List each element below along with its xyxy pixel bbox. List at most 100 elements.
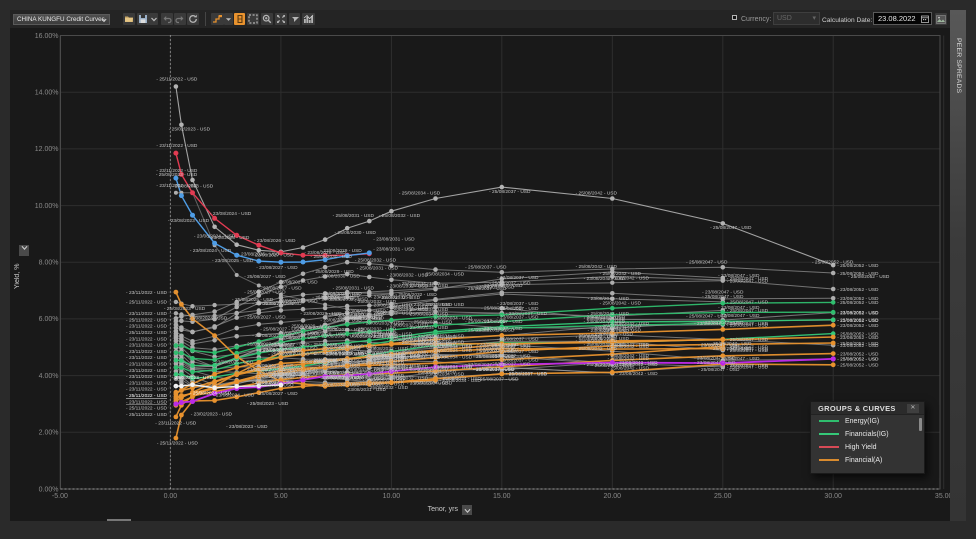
svg-text:- 23/08/2023 - USD: - 23/08/2023 - USD (172, 183, 214, 189)
svg-text:- 25/08/2027 - USD: - 25/08/2027 - USD (268, 371, 310, 377)
svg-text:- 23/08/2042 - USD: - 23/08/2042 - USD (584, 319, 626, 325)
svg-text:- 25/08/2032 - USD: - 25/08/2032 - USD (379, 213, 421, 219)
svg-text:16.00%: 16.00% (35, 33, 59, 40)
svg-text:- 25/08/2037 - USD: - 25/08/2037 - USD (489, 345, 531, 351)
svg-text:- 25/08/2034 - USD: - 25/08/2034 - USD (399, 191, 441, 197)
svg-text:- 23/11/2022 - USD: - 23/11/2022 - USD (126, 343, 168, 349)
svg-text:- 23/08/2031 - USD: - 23/08/2031 - USD (341, 315, 383, 321)
svg-text:- 23/08/2027 - USD: - 23/08/2027 - USD (256, 348, 298, 354)
svg-text:- 23/08/2034 - USD: - 23/08/2034 - USD (411, 342, 453, 348)
svg-text:- 23/08/2037 - USD: - 23/08/2037 - USD (481, 326, 523, 332)
svg-text:- 25/08/2037 - USD: - 25/08/2037 - USD (497, 306, 539, 312)
svg-text:- 25/08/2027 - USD: - 25/08/2027 - USD (268, 352, 310, 358)
svg-text:- 23/08/2052 - USD: - 23/08/2052 - USD (837, 318, 879, 324)
svg-text:- 23/08/2034 - USD: - 23/08/2034 - USD (407, 325, 449, 331)
svg-text:- 23/08/2034 - USD: - 23/08/2034 - USD (431, 343, 473, 349)
svg-text:- 25/08/2030 - USD: - 25/08/2030 - USD (311, 342, 353, 348)
svg-text:6.00%: 6.00% (39, 316, 59, 323)
svg-text:- 25/08/2047 - USD: - 25/08/2047 - USD (727, 348, 769, 354)
svg-text:- 25/08/2023 - USD: - 25/08/2023 - USD (172, 375, 214, 381)
svg-text:- 23/08/2034 - USD: - 23/08/2034 - USD (407, 354, 449, 360)
svg-text:- 25/08/2037 - USD: - 25/08/2037 - USD (473, 348, 515, 354)
svg-text:- 25/08/2042 - USD: - 25/08/2042 - USD (592, 363, 634, 369)
svg-text:- 23/08/2042 - USD: - 23/08/2042 - USD (616, 360, 658, 366)
svg-text:- 23/08/2030 - USD: - 23/08/2030 - USD (311, 360, 353, 366)
svg-text:- 25/08/2034 - USD: - 25/08/2034 - USD (399, 350, 441, 356)
svg-text:- 23/08/2034 - USD: - 23/08/2034 - USD (407, 380, 449, 386)
svg-text:15.00: 15.00 (493, 493, 511, 500)
svg-text:10.00: 10.00 (383, 493, 401, 500)
svg-text:- 25/08/2029 - USD: - 25/08/2029 - USD (296, 369, 338, 375)
svg-text:- 25/08/2047 - USD: - 25/08/2047 - USD (698, 367, 740, 373)
svg-text:- 25/08/2042 - USD: - 25/08/2042 - USD (576, 338, 618, 344)
svg-text:- 23/08/2037 - USD: - 23/08/2037 - USD (473, 367, 515, 373)
svg-text:- 25/08/2029 - USD: - 25/08/2029 - USD (320, 375, 362, 381)
svg-text:- 25/08/2047 - USD: - 25/08/2047 - USD (727, 300, 769, 306)
svg-text:- 25/08/2027 - USD: - 25/08/2027 - USD (276, 331, 318, 337)
svg-text:- 23/08/2031 - USD: - 23/08/2031 - USD (345, 387, 387, 393)
svg-text:- 25/08/2042 - USD: - 25/08/2042 - USD (584, 316, 626, 322)
svg-text:- 25/08/2032 - USD: - 25/08/2032 - USD (379, 295, 421, 301)
svg-text:- 25/08/2034 - USD: - 25/08/2034 - USD (399, 281, 441, 287)
svg-text:- 25/08/2037 - USD: - 25/08/2037 - USD (481, 305, 523, 311)
svg-text:- 23/08/2024 - USD: - 23/08/2024 - USD (190, 248, 232, 254)
svg-text:- 25/08/2037 - USD: - 25/08/2037 - USD (465, 319, 507, 325)
svg-text:- 23/08/2034 - USD: - 23/08/2034 - USD (415, 334, 457, 340)
svg-text:- 23/08/2030 - USD: - 23/08/2030 - USD (343, 375, 385, 381)
svg-text:- 25/08/2023 - USD: - 25/08/2023 - USD (164, 306, 206, 312)
svg-text:- 25/08/2037 - USD: - 25/08/2037 - USD (473, 354, 515, 360)
svg-text:- 25/08/2024 - USD: - 25/08/2024 - USD (190, 391, 232, 397)
svg-text:- 25/08/2037 - USD: - 25/08/2037 - USD (489, 189, 531, 195)
svg-text:- 25/08/2042 - USD: - 25/08/2042 - USD (576, 335, 618, 341)
svg-text:- 23/08/2034 - USD: - 23/08/2034 - USD (431, 365, 473, 371)
svg-text:- 23/08/2052 - USD: - 23/08/2052 - USD (837, 351, 879, 357)
svg-text:- 25/08/2027 - USD: - 25/08/2027 - USD (252, 301, 294, 307)
svg-text:- 23/08/2042 - USD: - 23/08/2042 - USD (588, 328, 630, 334)
svg-text:- 25/08/2032 - USD: - 25/08/2032 - USD (355, 258, 397, 264)
svg-text:- 23/08/2025 - USD: - 23/08/2025 - USD (208, 235, 250, 241)
svg-text:- 23/08/2024 - USD: - 23/08/2024 - USD (213, 393, 255, 399)
svg-text:- 23/08/2030 - USD: - 23/08/2030 - USD (323, 312, 365, 318)
svg-text:- 25/08/2042 - USD: - 25/08/2042 - USD (600, 301, 642, 307)
svg-text:- 25/08/2030 - USD: - 25/08/2030 - USD (311, 358, 353, 364)
svg-text:- 23/08/2023 - USD: - 23/08/2023 - USD (168, 218, 210, 224)
svg-text:- 25/08/2037 - USD: - 25/08/2037 - USD (489, 343, 531, 349)
svg-text:- 23/08/2034 - USD: - 23/08/2034 - USD (423, 372, 465, 378)
svg-text:- 25/08/2030 - USD: - 25/08/2030 - USD (319, 347, 361, 353)
svg-text:- 23/08/2027 - USD: - 23/08/2027 - USD (256, 369, 298, 375)
svg-text:- 25/08/2047 - USD: - 25/08/2047 - USD (727, 308, 769, 314)
svg-text:- 23/08/2032 - USD: - 23/08/2032 - USD (387, 375, 429, 381)
svg-text:- 25/08/2047 - USD: - 25/08/2047 - USD (686, 259, 728, 265)
svg-text:- 25/08/2032 - USD: - 25/08/2032 - USD (355, 327, 397, 333)
svg-text:- 23/08/2032 - USD: - 23/08/2032 - USD (355, 360, 397, 366)
svg-text:- 25/08/2029 - USD: - 25/08/2029 - USD (288, 323, 330, 329)
svg-text:- 23/08/2037 - USD: - 23/08/2037 - USD (506, 371, 548, 377)
svg-text:- 23/08/2029 - USD: - 23/08/2029 - USD (320, 318, 362, 324)
svg-text:- 25/08/2030 - USD: - 25/08/2030 - USD (335, 230, 377, 236)
svg-text:- 23/11/2022 - USD: - 23/11/2022 - USD (126, 336, 168, 342)
svg-text:- 23/08/2027 - USD: - 23/08/2027 - USD (260, 372, 302, 378)
svg-text:- 25/08/2034 - USD: - 25/08/2034 - USD (407, 343, 449, 349)
svg-text:- 23/08/2037 - USD: - 23/08/2037 - USD (481, 319, 523, 325)
svg-text:- 25/08/2047 - USD: - 25/08/2047 - USD (710, 346, 752, 352)
svg-text:- 23/08/2024 - USD: - 23/08/2024 - USD (186, 315, 228, 321)
svg-text:- 23/11/2022 - USD: - 23/11/2022 - USD (126, 380, 168, 386)
svg-text:- 23/08/2042 - USD: - 23/08/2042 - USD (592, 325, 634, 331)
svg-text:- 25/02/2023 - USD: - 25/02/2023 - USD (169, 127, 211, 133)
svg-text:- 23/08/2024 - USD: - 23/08/2024 - USD (194, 234, 236, 240)
svg-text:- 25/11/2022 - USD: - 25/11/2022 - USD (157, 441, 199, 447)
svg-text:- 23/11/2022 - USD: - 23/11/2022 - USD (126, 368, 168, 374)
svg-text:- 23/08/2052 - USD: - 23/08/2052 - USD (837, 296, 879, 302)
svg-text:- 25/08/2042 - USD: - 25/08/2042 - USD (600, 324, 642, 330)
svg-text:- 25/08/2034 - USD: - 25/08/2034 - USD (415, 369, 457, 375)
svg-text:- 23/11/2022 - USD: - 23/11/2022 - USD (126, 324, 168, 330)
svg-text:- 23/08/2027 - USD: - 23/08/2027 - USD (252, 253, 294, 259)
svg-text:- 23/08/2029 - USD: - 23/08/2029 - USD (304, 332, 346, 338)
svg-text:- 23/08/2042 - USD: - 23/08/2042 - USD (608, 276, 650, 282)
svg-text:- 25/08/2037 - USD: - 25/08/2037 - USD (477, 377, 519, 383)
svg-text:- 25/08/2030 - USD: - 25/08/2030 - USD (335, 315, 377, 321)
svg-text:- 25/08/2029 - USD: - 25/08/2029 - USD (296, 325, 338, 331)
svg-text:35.00: 35.00 (935, 493, 950, 500)
svg-text:- 23/08/2037 - USD: - 23/08/2037 - USD (465, 362, 507, 368)
svg-text:- 23/08/2027 - USD: - 23/08/2027 - USD (244, 367, 286, 373)
